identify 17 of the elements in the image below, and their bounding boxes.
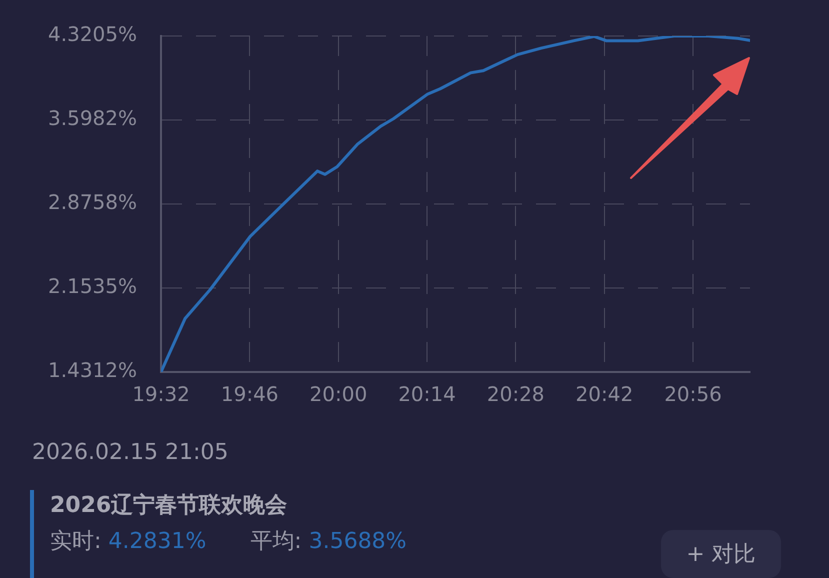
y-tick-label: 4.3205% xyxy=(48,22,137,46)
x-tick-label: 20:00 xyxy=(310,382,368,406)
y-tick-label: 3.5982% xyxy=(48,106,137,130)
x-tick-label: 19:32 xyxy=(132,382,190,406)
x-tick-label: 20:42 xyxy=(576,382,634,406)
x-tick-label: 20:14 xyxy=(398,382,456,406)
y-tick-label: 1.4312% xyxy=(48,358,137,382)
y-tick-label: 2.1535% xyxy=(48,274,137,298)
x-tick-label: 20:56 xyxy=(664,382,722,406)
text: 2026.02.15 21:05 xyxy=(32,440,228,465)
text: 2026辽宁春节联欢晚会 xyxy=(50,492,288,520)
x-tick-label: 20:28 xyxy=(486,382,545,406)
x-tick-label: 19:46 xyxy=(220,382,279,406)
y-tick-label: 2.8758% xyxy=(48,190,137,214)
text: 平均: 3.5688% xyxy=(250,529,407,554)
text: 实时: 4.2831% xyxy=(50,529,206,554)
compare-button: + 对比 xyxy=(661,530,781,578)
